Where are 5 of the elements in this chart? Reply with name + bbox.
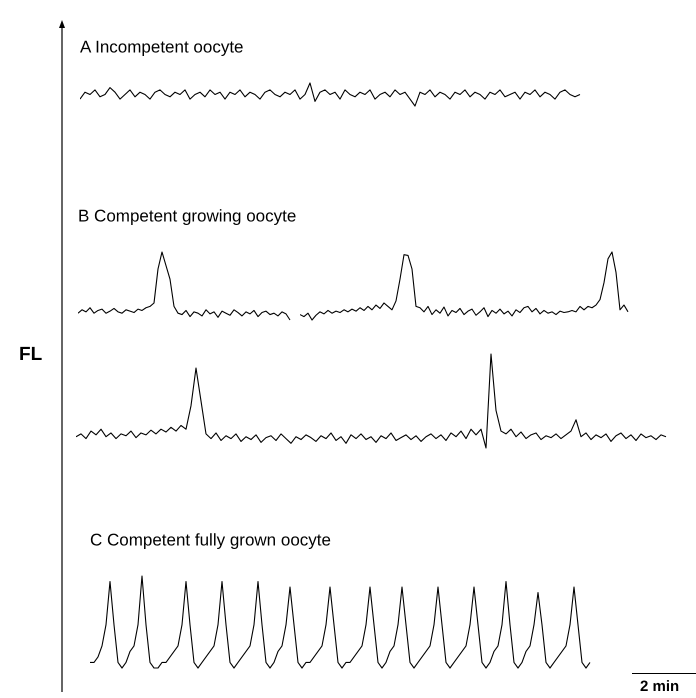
chart-title: C Competent fully grown oocyte — [90, 530, 331, 550]
y-axis-title: FL — [19, 344, 42, 366]
chart-title: A Incompetent oocyte — [80, 37, 244, 56]
chart-title: B Competent growing oocyte — [78, 206, 296, 226]
text: 2 min — [640, 678, 680, 695]
